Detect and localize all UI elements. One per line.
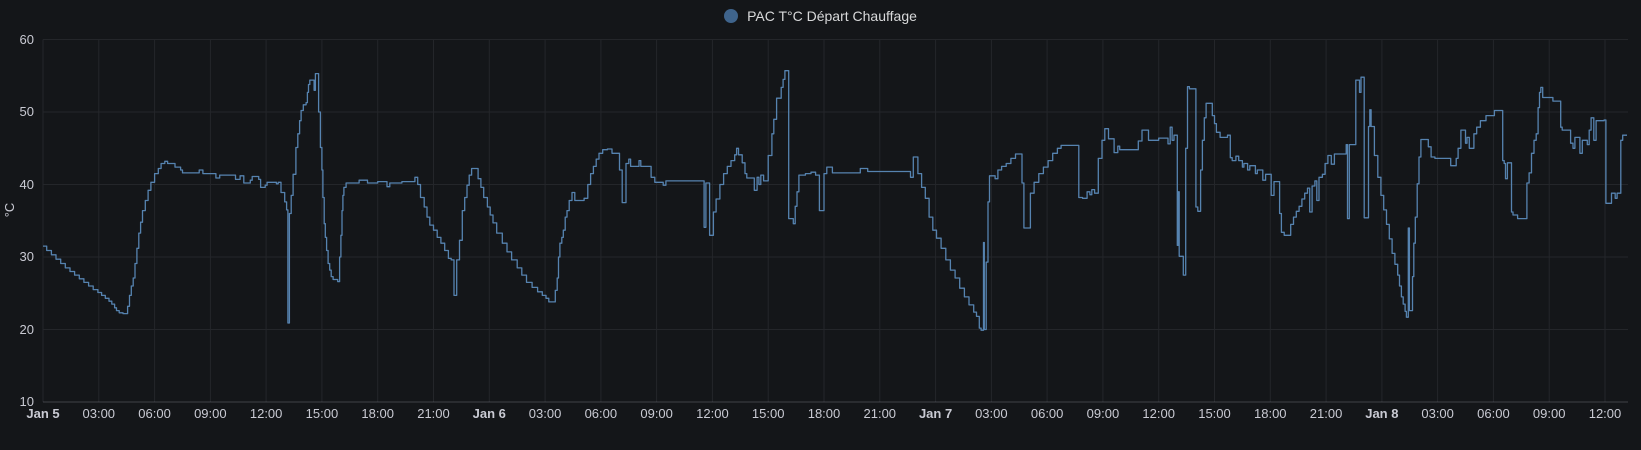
- y-tick-label: 10: [19, 394, 34, 409]
- x-tick-label: 21:00: [863, 406, 897, 421]
- legend-item[interactable]: PAC T°C Départ Chauffage: [724, 8, 917, 24]
- plot-area[interactable]: [43, 39, 1628, 402]
- x-tick-label: 12:00: [1588, 406, 1622, 421]
- x-tick-label: Jan 7: [918, 406, 953, 421]
- legend-series-label: PAC T°C Départ Chauffage: [747, 8, 917, 24]
- x-tick-label: 18:00: [807, 406, 841, 421]
- gridlines: [42, 39, 1628, 402]
- x-tick-label: 12:00: [696, 406, 729, 421]
- y-tick-label: 40: [19, 176, 34, 192]
- y-tick-label: 50: [19, 104, 34, 119]
- x-tick-label: 06:00: [1030, 406, 1064, 421]
- legend: PAC T°C Départ Chauffage: [0, 5, 1641, 27]
- x-tick-label: 21:00: [417, 406, 450, 421]
- series-color-dot-icon: [724, 9, 739, 23]
- x-tick-label: 15:00: [751, 406, 785, 421]
- x-tick-label: 09:00: [1532, 406, 1566, 421]
- x-tick-label: 18:00: [361, 406, 394, 421]
- x-tick-label: 21:00: [1309, 406, 1343, 421]
- x-tick-label: 12:00: [249, 406, 283, 421]
- x-tick-label: 12:00: [1142, 406, 1175, 421]
- x-tick-label: Jan 8: [1365, 406, 1399, 421]
- x-tick-label: 06:00: [584, 406, 618, 421]
- y-axis-unit-label: °C: [2, 202, 17, 218]
- x-tick-label: 15:00: [305, 406, 339, 421]
- x-tick-label: 03:00: [1421, 406, 1454, 421]
- x-tick-label: 03:00: [82, 406, 116, 421]
- x-tick-label: 15:00: [1198, 406, 1231, 421]
- x-tick-label: 09:00: [194, 406, 227, 421]
- series-line: [43, 70, 1627, 331]
- y-tick-label: 30: [19, 249, 34, 264]
- x-tick-label: Jan 6: [472, 406, 506, 421]
- x-tick-label: 09:00: [1086, 406, 1120, 421]
- x-tick-label: 03:00: [975, 406, 1008, 421]
- x-tick-label: 03:00: [528, 406, 562, 421]
- x-tick-label: 06:00: [1477, 406, 1510, 421]
- y-tick-label: 20: [19, 321, 34, 337]
- x-tick-label: 18:00: [1254, 406, 1287, 421]
- x-tick-label: 09:00: [640, 406, 673, 421]
- y-tick-label: 60: [19, 31, 34, 47]
- x-tick-label: 06:00: [138, 406, 171, 421]
- x-tick-label: Jan 5: [26, 406, 60, 421]
